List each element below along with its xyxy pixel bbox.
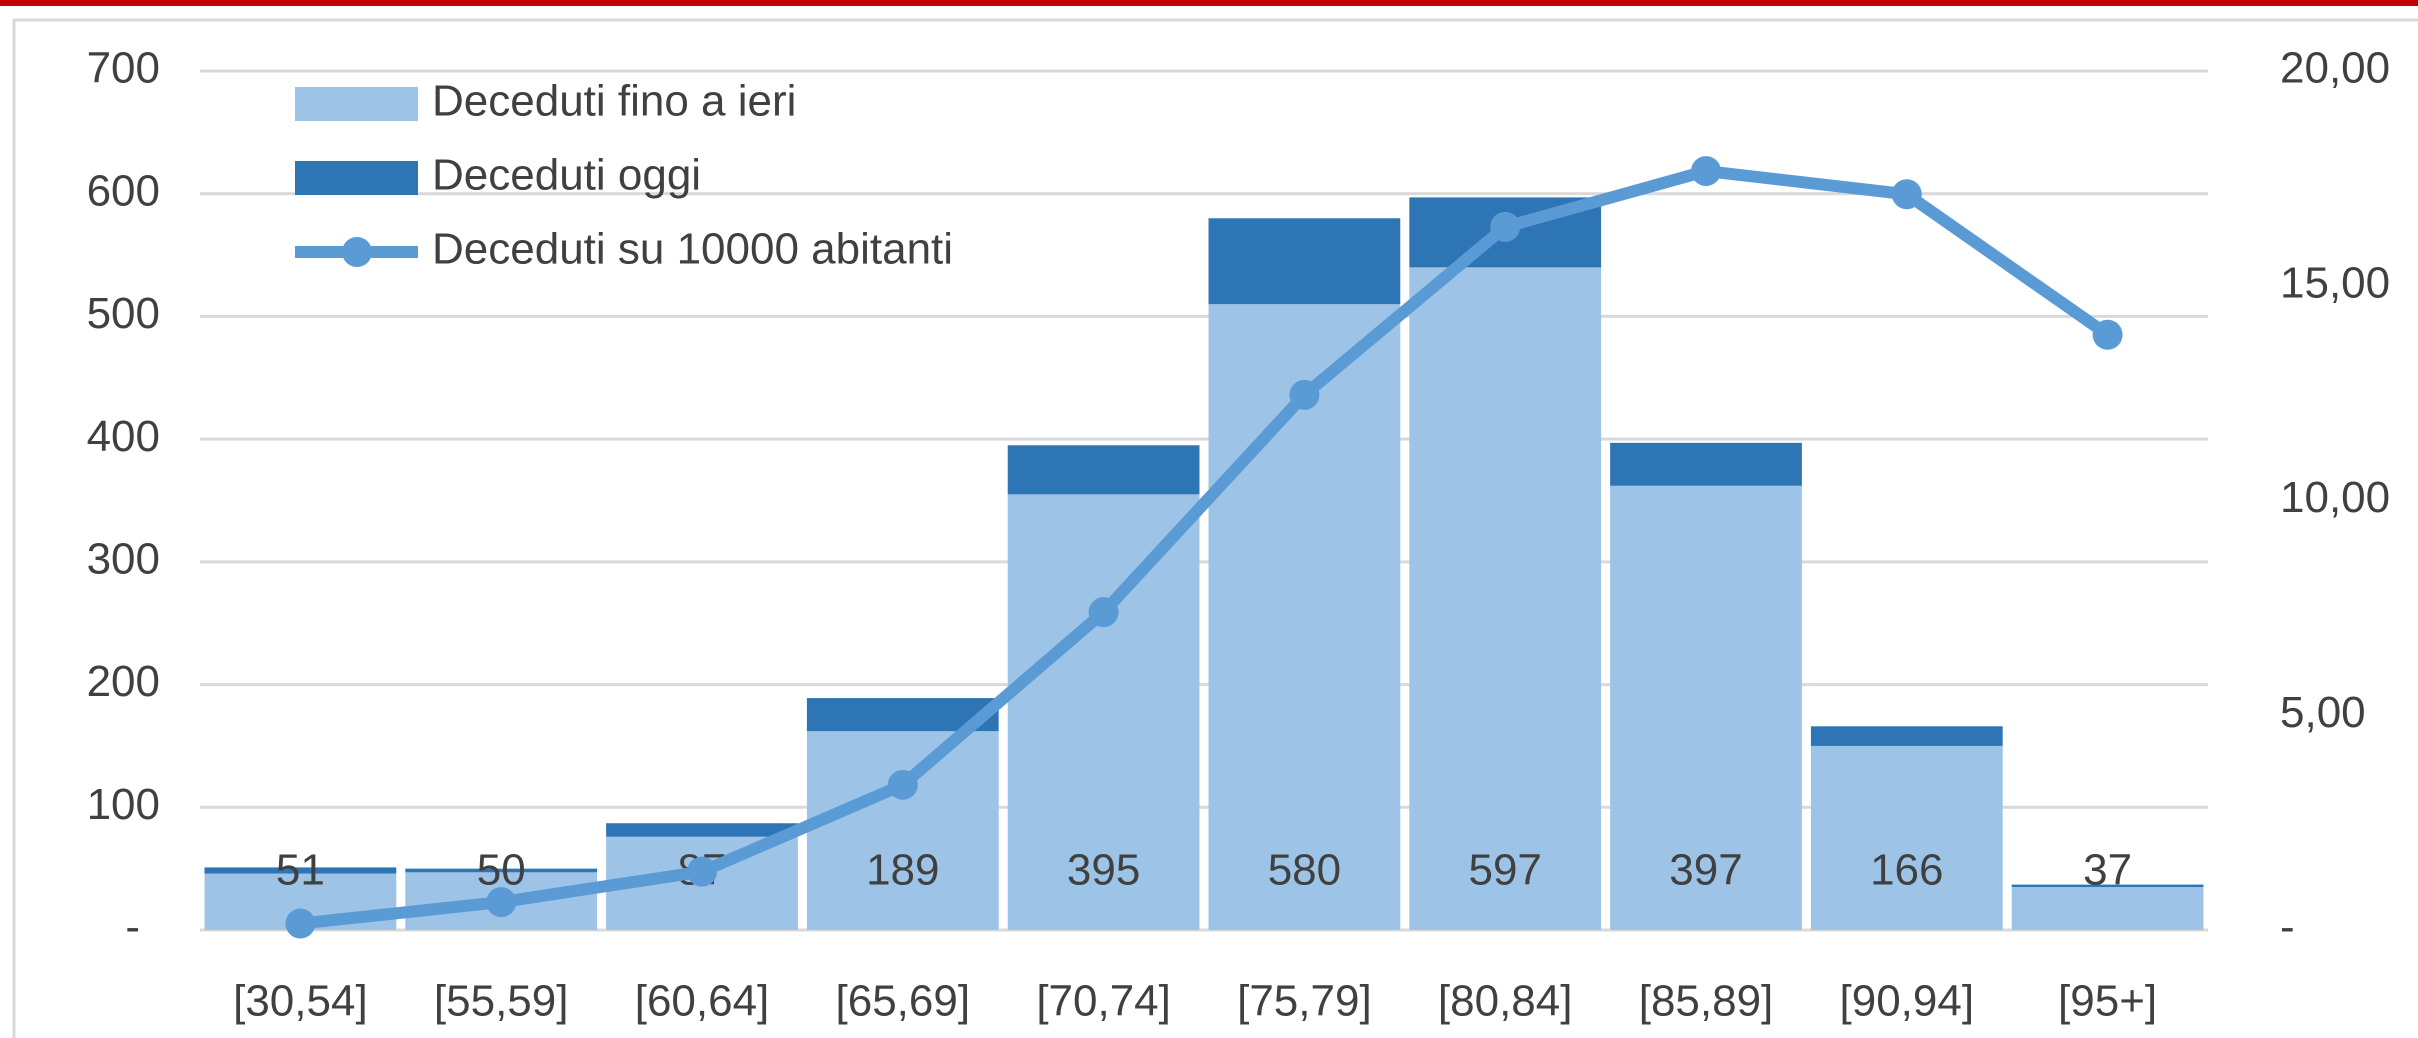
legend-label: Deceduti fino a ieri [432, 77, 796, 126]
y2-tick-label: 5,00 [2280, 688, 2366, 737]
total-label: 37 [2083, 846, 2132, 895]
line-marker [1490, 211, 1521, 242]
bar-segment [806, 731, 999, 930]
total-label: 166 [1870, 846, 1943, 895]
x-tick-label: [60,64] [635, 977, 770, 1026]
line-marker [1088, 597, 1119, 628]
y2-tick-label: 10,00 [2280, 473, 2390, 522]
x-tick-label: [55,59] [434, 977, 569, 1026]
bar-segment [1007, 494, 1200, 930]
bar-segment [1409, 267, 1602, 930]
bar-segment [1810, 726, 2003, 746]
x-tick-label: [70,74] [1036, 977, 1171, 1026]
frame [12, 18, 2418, 1038]
bar-segment [1610, 485, 1802, 930]
bar-segment [1007, 445, 1200, 495]
line-marker [2092, 319, 2123, 350]
y-tick-label: 300 [87, 534, 160, 583]
y-tick-label: 500 [87, 289, 160, 338]
bar-segment [204, 867, 397, 874]
line-marker [1289, 379, 1320, 410]
y-tick-label: - [125, 903, 140, 952]
y-tick-label: 600 [87, 166, 160, 215]
x-tick-label: [90,94] [1840, 977, 1975, 1026]
x-tick-label: [80,84] [1438, 977, 1573, 1026]
y-tick-label: 100 [87, 780, 160, 829]
line-marker [687, 856, 717, 887]
bar-segment [1208, 218, 1401, 305]
x-tick-label: [30,54] [233, 977, 368, 1026]
total-label: 597 [1468, 846, 1541, 895]
y-tick-label: 400 [87, 412, 160, 461]
bar-segment [2011, 884, 2204, 888]
y-tick-label: 700 [87, 44, 160, 93]
legend-marker [342, 237, 372, 267]
line [299, 165, 2112, 930]
total-label: 397 [1669, 846, 1742, 895]
legend-swatch [295, 161, 418, 195]
x-tick-label: [75,79] [1237, 977, 1372, 1026]
bar-segment [2011, 887, 2204, 930]
y-tick-label: 200 [87, 657, 160, 706]
total-label: 189 [866, 846, 939, 895]
legend-label: Deceduti su 10000 abitanti [432, 225, 953, 274]
top-rule [0, 0, 2418, 6]
line-marker [1691, 156, 1721, 187]
total-label: 580 [1268, 846, 1341, 895]
total-label: 51 [276, 846, 325, 895]
y2-tick-label: 15,00 [2280, 258, 2390, 307]
x-tick-label: [95+] [2058, 977, 2157, 1026]
y2-tick-label: 20,00 [2280, 44, 2390, 93]
bar-segment [405, 868, 598, 873]
x-tick-label: [85,89] [1639, 977, 1774, 1026]
line-marker [486, 887, 517, 918]
bar-segment [606, 823, 798, 837]
line-marker [887, 769, 918, 800]
total-label: 395 [1067, 846, 1140, 895]
bar-segment [1810, 745, 2003, 930]
line-marker [1891, 179, 1922, 210]
bar-segment [1610, 442, 1802, 486]
x-tick-label: [65,69] [836, 977, 971, 1026]
y2-tick-label: - [2280, 903, 2295, 952]
total-label: 50 [477, 846, 526, 895]
legend-label: Deceduti oggi [432, 151, 701, 200]
line-marker [285, 908, 316, 939]
legend-swatch [295, 87, 418, 121]
